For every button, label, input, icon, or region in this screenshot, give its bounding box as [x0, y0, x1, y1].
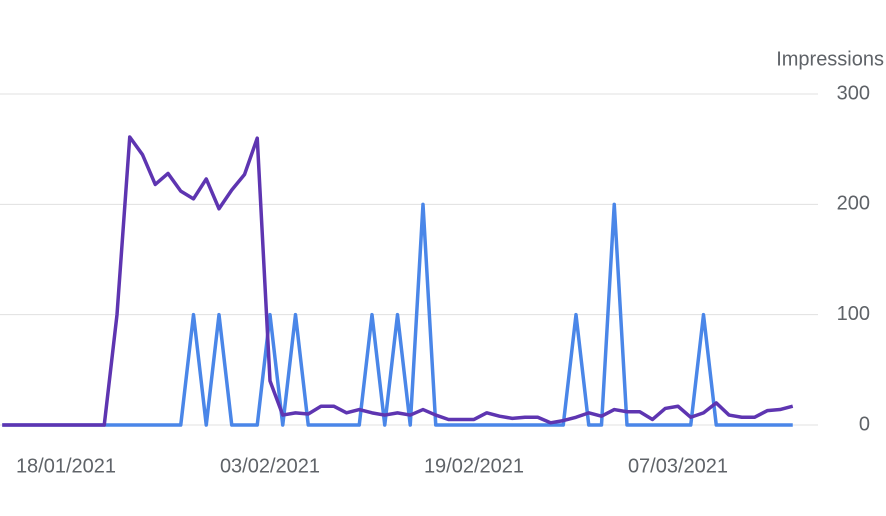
y-tick-label: 300 [837, 82, 870, 104]
y-tick-label: 0 [859, 413, 870, 435]
y-tick-label: 100 [837, 303, 870, 325]
x-tick-label: 19/02/2021 [424, 455, 524, 477]
y-axis-label: Impressions [776, 48, 884, 70]
series-line [2, 202, 793, 427]
series-line [2, 135, 794, 427]
x-tick-label: 07/03/2021 [628, 455, 728, 477]
x-tick-label: 03/02/2021 [220, 455, 320, 477]
y-tick-label: 200 [837, 193, 870, 215]
x-tick-label: 18/01/2021 [16, 455, 116, 477]
